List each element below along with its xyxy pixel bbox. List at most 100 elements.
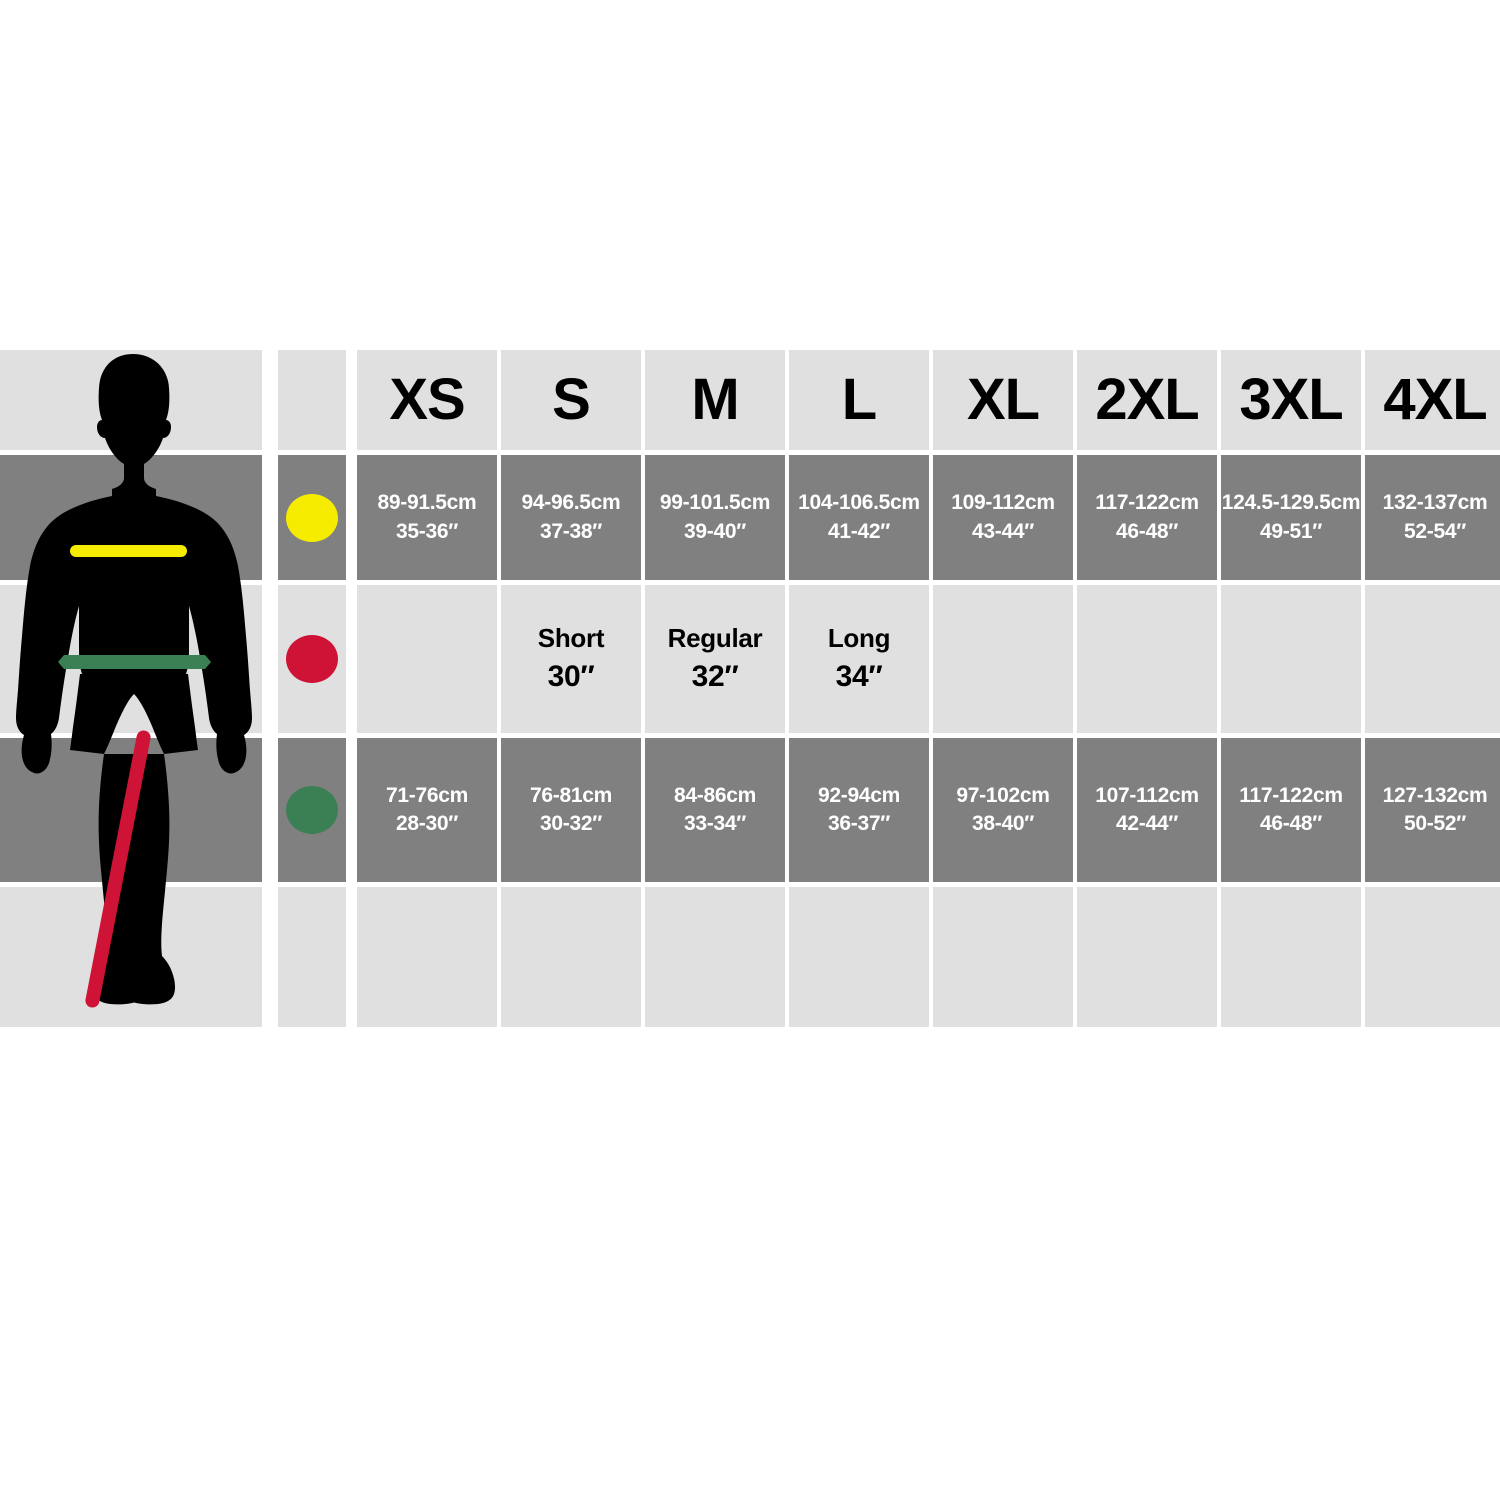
inseam-name: Short xyxy=(537,622,605,653)
chest-cell-4xl: 132-137cm 52-54″ xyxy=(1365,455,1500,580)
inseam-cell-s: Short 30″ xyxy=(501,585,641,733)
waist-in: 28-30″ xyxy=(396,812,458,835)
inseam-value: 30″ xyxy=(547,660,595,694)
footer-cell-4xl xyxy=(1365,887,1500,1027)
waist-in: 42-44″ xyxy=(1116,812,1178,835)
waist-in: 33-34″ xyxy=(684,812,746,835)
waist-cm: 92-94cm xyxy=(818,783,900,807)
inseam-cell-2xl xyxy=(1077,585,1217,733)
legend-cell-inseam xyxy=(278,585,346,733)
footer-cell-3xl xyxy=(1221,887,1361,1027)
size-header-xl: XL xyxy=(933,350,1073,450)
chest-cm: 104-106.5cm xyxy=(798,491,920,515)
waist-cell-xl: 97-102cm 38-40″ xyxy=(933,738,1073,882)
size-header-l: L xyxy=(789,350,929,450)
chest-in: 35-36″ xyxy=(396,519,458,543)
footer-cell-xl xyxy=(933,887,1073,1027)
chest-cm: 109-112cm xyxy=(951,491,1055,515)
chest-in: 41-42″ xyxy=(828,519,890,543)
footer-cell-s xyxy=(501,887,641,1027)
inseam-measurement-line xyxy=(85,730,151,1008)
waist-cell-l: 92-94cm 36-37″ xyxy=(789,738,929,882)
chest-cm: 117-122cm xyxy=(1095,491,1199,515)
green-dot-icon xyxy=(286,786,338,834)
chest-in: 39-40″ xyxy=(684,519,746,543)
size-header-label: M xyxy=(691,367,739,432)
size-header-4xl: 4XL xyxy=(1365,350,1500,450)
waist-measurement-band xyxy=(58,655,211,669)
size-header-label: 2XL xyxy=(1095,367,1199,432)
legend-cell-waist xyxy=(278,738,346,882)
footer-cell-xs xyxy=(357,887,497,1027)
red-dot-icon xyxy=(286,635,338,683)
inseam-value: 32″ xyxy=(691,660,739,694)
waist-in: 36-37″ xyxy=(828,812,890,835)
waist-in: 46-48″ xyxy=(1260,812,1322,835)
inseam-value: 34″ xyxy=(835,660,883,694)
chest-in: 46-48″ xyxy=(1116,519,1178,543)
waist-in: 30-32″ xyxy=(540,812,602,835)
chest-cm: 89-91.5cm xyxy=(377,491,477,515)
inseam-name: Long xyxy=(827,622,891,653)
chest-in: 49-51″ xyxy=(1260,519,1322,543)
waist-cm: 97-102cm xyxy=(956,783,1050,807)
footer-cell-2xl xyxy=(1077,887,1217,1027)
chest-cm: 132-137cm xyxy=(1382,491,1488,515)
footer-cell-l xyxy=(789,887,929,1027)
chest-cell-m: 99-101.5cm 39-40″ xyxy=(645,455,785,580)
waist-cell-xs: 71-76cm 28-30″ xyxy=(357,738,497,882)
inseam-cell-3xl xyxy=(1221,585,1361,733)
chest-in: 37-38″ xyxy=(540,519,602,543)
size-header-label: 4XL xyxy=(1383,367,1487,432)
size-chart: XS 89-91.5cm 35-36″ 71-76cm 28-30″ S 94-… xyxy=(0,350,1500,1027)
size-header-label: S xyxy=(552,367,591,432)
waist-cm: 71-76cm xyxy=(386,783,468,807)
chest-cell-xs: 89-91.5cm 35-36″ xyxy=(357,455,497,580)
legend-cell-chest xyxy=(278,455,346,580)
chest-in: 43-44″ xyxy=(972,519,1034,543)
waist-cell-m: 84-86cm 33-34″ xyxy=(645,738,785,882)
legend-footer-cell xyxy=(278,887,346,1027)
waist-cell-s: 76-81cm 30-32″ xyxy=(501,738,641,882)
male-silhouette-icon xyxy=(16,354,252,1005)
inseam-cell-l: Long 34″ xyxy=(789,585,929,733)
waist-cm: 117-122cm xyxy=(1239,783,1343,807)
yellow-dot-icon xyxy=(286,493,338,542)
inseam-cell-xs xyxy=(357,585,497,733)
size-header-s: S xyxy=(501,350,641,450)
chest-cell-l: 104-106.5cm 41-42″ xyxy=(789,455,929,580)
size-header-3xl: 3XL xyxy=(1221,350,1361,450)
size-header-m: M xyxy=(645,350,785,450)
chest-cm: 94-96.5cm xyxy=(521,491,621,515)
waist-in: 50-52″ xyxy=(1404,812,1466,835)
waist-in: 38-40″ xyxy=(972,812,1034,835)
legend-header-cell xyxy=(278,350,346,450)
size-header-label: XL xyxy=(966,367,1040,432)
size-header-xs: XS xyxy=(357,350,497,450)
footer-cell-m xyxy=(645,887,785,1027)
chest-cell-2xl: 117-122cm 46-48″ xyxy=(1077,455,1217,580)
size-header-label: XS xyxy=(389,367,465,432)
chest-in: 52-54″ xyxy=(1404,519,1466,543)
size-header-label: 3XL xyxy=(1239,367,1343,432)
chest-cm: 99-101.5cm xyxy=(659,491,771,515)
waist-cell-4xl: 127-132cm 50-52″ xyxy=(1365,738,1500,882)
chest-cell-3xl: 124.5-129.5cm 49-51″ xyxy=(1221,455,1361,580)
body-measurement-figure xyxy=(0,350,270,1027)
chest-measurement-band xyxy=(70,545,187,557)
inseam-cell-xl xyxy=(933,585,1073,733)
chest-cell-s: 94-96.5cm 37-38″ xyxy=(501,455,641,580)
waist-cm: 84-86cm xyxy=(674,783,756,807)
chest-cm: 124.5-129.5cm xyxy=(1221,491,1361,515)
waist-cell-2xl: 107-112cm 42-44″ xyxy=(1077,738,1217,882)
inseam-name: Regular xyxy=(667,622,763,653)
inseam-cell-m: Regular 32″ xyxy=(645,585,785,733)
waist-cm: 107-112cm xyxy=(1095,783,1199,807)
waist-cell-3xl: 117-122cm 46-48″ xyxy=(1221,738,1361,882)
waist-cm: 127-132cm xyxy=(1382,783,1488,807)
chest-cell-xl: 109-112cm 43-44″ xyxy=(933,455,1073,580)
inseam-cell-4xl xyxy=(1365,585,1500,733)
size-header-label: L xyxy=(841,367,877,432)
waist-cm: 76-81cm xyxy=(530,783,612,807)
size-header-2xl: 2XL xyxy=(1077,350,1217,450)
